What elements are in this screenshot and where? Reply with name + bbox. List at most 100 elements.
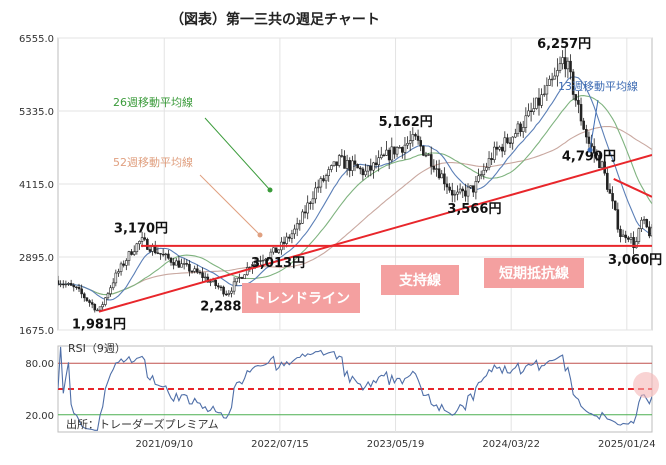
candle-body <box>224 293 228 296</box>
candle-body <box>456 191 459 195</box>
candle-body <box>185 263 189 265</box>
candle-body <box>395 147 399 155</box>
date-tick-label: 2022/07/15 <box>251 439 309 450</box>
candle-body <box>613 200 617 210</box>
candle-body <box>529 110 533 112</box>
candle-body <box>535 97 538 109</box>
candle-body <box>332 161 336 166</box>
candle-body <box>398 147 401 149</box>
candle-body <box>487 158 491 168</box>
candle-body <box>85 297 89 301</box>
candle-body <box>550 78 554 81</box>
candle-body <box>266 257 270 260</box>
candle-body <box>632 237 635 249</box>
date-tick-label: 2025/01/24 <box>598 439 656 450</box>
date-tick-label: 2021/09/10 <box>135 439 193 450</box>
candle-body <box>217 285 220 288</box>
candle-body <box>464 190 467 197</box>
candle-body <box>101 304 104 308</box>
candle-body <box>493 146 496 161</box>
candle-body <box>366 165 370 172</box>
candle-body <box>477 175 480 182</box>
candle-body <box>498 146 501 150</box>
price-tick-label: 2895.0 <box>19 253 54 264</box>
candle-body <box>240 277 244 279</box>
candle-body <box>482 169 486 176</box>
ma-label-pointer-tip <box>257 232 263 238</box>
candle-body <box>130 251 133 255</box>
candle-body <box>148 249 152 252</box>
candle-body <box>592 146 596 154</box>
candle-body <box>309 202 312 204</box>
candle-body <box>403 144 407 153</box>
candle-body <box>437 168 441 179</box>
candle-body <box>311 198 315 204</box>
candle-body <box>448 186 451 191</box>
candle-body <box>127 251 131 261</box>
candle-body <box>298 223 302 225</box>
candle-body <box>645 219 649 228</box>
candle-body <box>432 166 436 170</box>
candle-body <box>140 237 144 242</box>
candle-body <box>90 302 94 305</box>
candle-body <box>72 285 76 288</box>
candle-body <box>64 283 68 286</box>
candle-body <box>548 78 551 86</box>
candle-body <box>295 223 299 230</box>
annotation-box <box>484 258 584 288</box>
candle-body <box>503 137 507 152</box>
candle-body <box>288 236 291 239</box>
candle-body <box>314 187 317 200</box>
candle-body <box>600 161 604 169</box>
candle-body <box>587 136 591 144</box>
candle-body <box>88 300 91 303</box>
candle-body <box>264 258 267 261</box>
candle-body <box>435 168 438 170</box>
candle-body <box>343 155 346 169</box>
candle-body <box>301 211 304 224</box>
candle-body <box>642 219 646 221</box>
candle-body <box>201 272 204 278</box>
candle-body <box>61 283 65 286</box>
candle-body <box>190 270 194 273</box>
candle-body <box>445 183 449 188</box>
candle-body <box>243 274 246 279</box>
rsi-highlight-circle <box>633 372 659 398</box>
candle-body <box>627 237 630 240</box>
candle-body <box>634 241 638 249</box>
price-tick-label: 5335.0 <box>19 107 54 118</box>
price-label: 6,257円 <box>537 37 591 52</box>
candle-body <box>595 152 599 156</box>
candle-body <box>585 128 588 138</box>
trendline <box>98 154 652 313</box>
candle-body <box>182 263 186 265</box>
candle-body <box>274 247 278 253</box>
candle-body <box>227 292 231 295</box>
candle-body <box>466 186 470 197</box>
candle-body <box>214 279 217 286</box>
candle-body <box>330 165 333 170</box>
price-label: 2,288円 <box>200 299 254 314</box>
candle-body <box>109 287 112 295</box>
candle-body <box>490 158 493 161</box>
candle-body <box>440 173 444 179</box>
ma-label: 13週移動平均線 <box>558 79 638 93</box>
candle-body <box>172 262 175 266</box>
annotation-text: 支持線 <box>398 272 441 289</box>
candle-body <box>506 137 509 144</box>
candle-body <box>637 228 641 242</box>
price-label: 3,566円 <box>447 202 501 217</box>
candle-body <box>408 140 412 144</box>
candle-body <box>385 149 388 156</box>
candle-body <box>282 241 286 244</box>
candle-body <box>624 234 628 239</box>
candle-body <box>327 169 331 177</box>
source-note: 出所：トレーダーズプレミアム <box>66 417 219 431</box>
candle-body <box>77 286 81 290</box>
candle-body <box>479 174 483 177</box>
candle-body <box>629 237 633 240</box>
candle-body <box>519 123 522 133</box>
candle-body <box>598 154 601 169</box>
candle-body <box>364 170 367 176</box>
candle-body <box>316 186 320 189</box>
